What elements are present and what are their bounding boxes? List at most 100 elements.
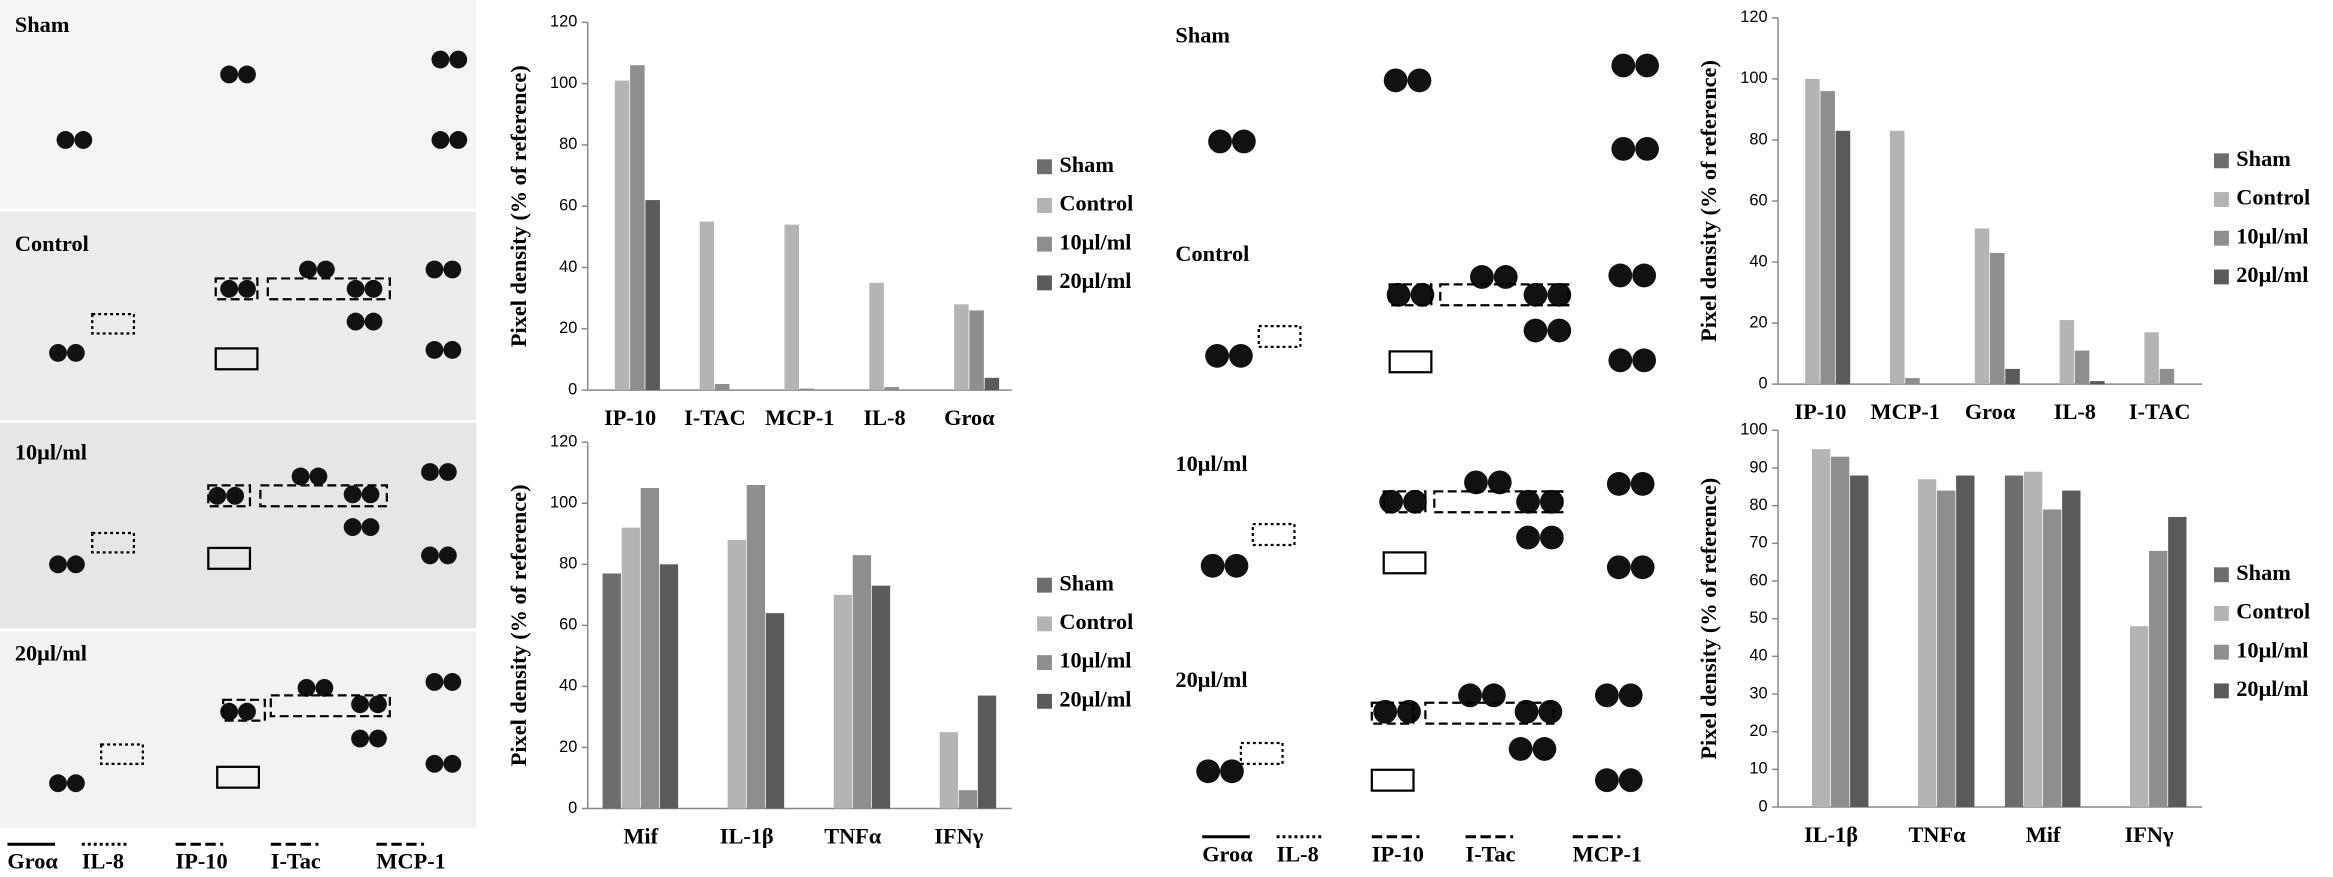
blot-spot [1632,348,1657,373]
bar [645,200,660,391]
blot-spot [309,467,328,486]
legend-label: 10μl/ml [1059,648,1131,673]
blot-spot [361,518,380,537]
legend-swatch [2213,192,2229,207]
bar [984,377,1000,391]
y-tick-label: 100 [1740,421,1767,439]
blot-column-label: Groα [7,849,58,874]
blot-spot [1632,263,1657,288]
blot-spot [1487,470,1512,495]
blot-spot [66,343,85,362]
y-tick-label: 20 [559,738,577,756]
blot-spot [343,485,362,504]
blot-row-label: Control [15,231,89,256]
blot-spot [1618,768,1643,793]
blot-spot [361,485,380,504]
bar [2043,509,2062,808]
bar [784,224,799,391]
blot-spot [368,729,387,748]
bar [630,65,645,391]
legend-label: 10μl/ml [2236,637,2308,662]
blot-spot [226,486,245,505]
y-tick-label: 40 [559,677,577,695]
y-tick-label: 40 [559,258,577,276]
blot-spot [438,546,457,565]
legend-label: Control [1059,191,1133,216]
blot-spot [1547,318,1572,343]
blot-spot [443,260,462,279]
blot-spot [49,774,67,793]
blot-box [100,743,144,765]
y-tick-label: 70 [1749,534,1767,552]
bar [659,564,679,809]
blot-spot [1373,699,1398,724]
legend-swatch [1037,655,1052,671]
blot-spot [431,131,450,149]
bar [2005,368,2020,385]
blot-spot [425,340,444,359]
x-tick-label: TNFα [1909,822,1967,847]
blot-spot [1595,768,1619,793]
legend-label: 20μl/ml [2236,262,2308,287]
blot-box [1251,522,1296,547]
bar [852,555,872,809]
y-axis-label: Pixel density (% of reference) [1696,478,1721,760]
blot-spot [1516,525,1540,550]
x-tick-label: IP-10 [1794,399,1846,424]
blot-row-label: 10μl/ml [15,439,87,464]
x-tick-label: IL-8 [2054,399,2096,424]
legend-swatch [1037,159,1052,175]
bar [1956,475,1975,808]
bar [871,585,891,809]
bar [1835,130,1851,385]
legend-swatch [1037,577,1052,593]
bar [1850,475,1869,808]
x-tick-label: Mif [2026,822,2061,847]
blot-column-label: IL-8 [82,849,124,874]
y-tick-label: 100 [550,494,577,512]
y-axis-label: Pixel density (% of reference) [506,484,531,766]
blot-spot [368,695,387,714]
legend-swatch [1037,236,1052,252]
blot-column-label: I-Tac [271,849,321,874]
bar [746,484,766,809]
blot-spot [238,279,256,298]
x-tick-label: IL-1β [1804,822,1858,847]
bar [614,80,630,391]
blot-spot [431,50,450,69]
bar [977,695,997,809]
blot-spot [1224,553,1249,578]
legend-swatch [2213,230,2229,246]
y-tick-label: 60 [1749,191,1767,209]
blot-box [1370,701,1415,725]
bar [1974,228,1990,385]
legend-label: Sham [1059,570,1114,595]
bar [640,488,660,809]
y-tick-label: 90 [1749,458,1767,476]
blot-spot [421,463,439,481]
x-tick-label: Groα [944,405,995,430]
legend-swatch [2213,567,2229,583]
y-tick-label: 0 [568,799,577,817]
blot-spot [1618,683,1643,708]
legend-swatch [1037,616,1052,632]
blot-spot [1208,129,1232,154]
bar [699,221,715,391]
blot-spot [351,729,369,748]
legend-label: 20μl/ml [2236,676,2308,701]
x-tick-label: MCP-1 [765,405,834,430]
bar [1937,490,1956,808]
blot-spot [1539,525,1564,550]
blot-column-label: MCP-1 [1573,841,1642,866]
blot-spot [49,343,67,362]
blot-spot [1606,555,1631,580]
y-tick-label: 10 [1749,760,1767,778]
y-tick-label: 0 [1758,374,1767,392]
bar [2023,471,2043,808]
blot-spot [443,673,462,691]
bar [954,304,969,391]
blot-spot [238,702,256,721]
blot-spot [1611,53,1636,78]
legend-swatch [2213,153,2229,169]
